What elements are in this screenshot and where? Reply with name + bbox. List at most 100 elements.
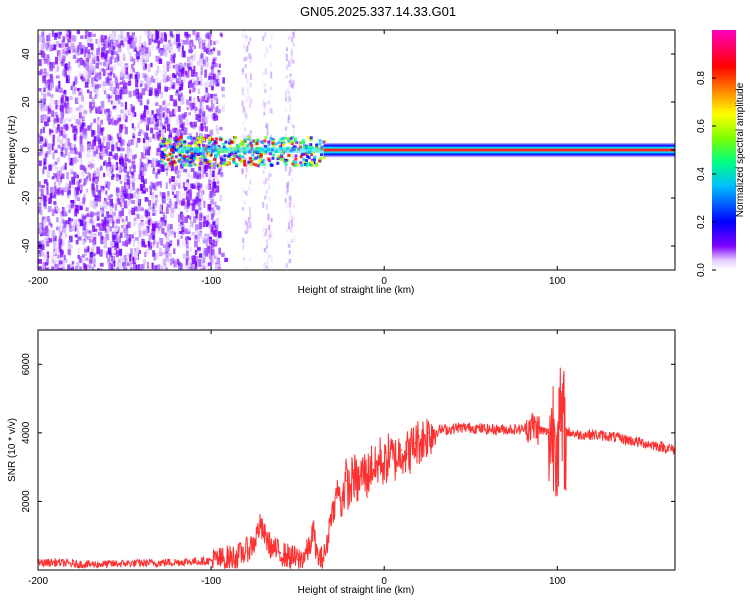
heat-cell <box>95 140 98 145</box>
heat-cell <box>247 135 251 139</box>
heat-cell <box>146 77 150 85</box>
heat-cell <box>198 138 202 142</box>
heat-cell <box>64 43 69 48</box>
heat-cell <box>85 207 89 212</box>
heat-cell <box>75 107 78 112</box>
heat-cell <box>210 93 213 99</box>
heat-cell <box>100 156 103 160</box>
heat-cell <box>73 125 78 133</box>
heat-cell <box>141 165 145 171</box>
heat-cell <box>125 224 129 231</box>
heat-cell <box>205 56 209 64</box>
heat-cell <box>208 38 211 44</box>
heat-cell <box>194 50 197 58</box>
heat-cell <box>205 61 209 66</box>
heat-cell <box>266 151 269 156</box>
heat-cell <box>98 139 101 144</box>
heat-cell <box>158 112 162 120</box>
heat-cell <box>112 241 115 246</box>
heat-cell <box>192 97 196 103</box>
heat-cell <box>92 102 95 109</box>
heat-cell <box>151 44 155 51</box>
heat-cell <box>107 40 112 48</box>
heat-cell <box>174 261 177 265</box>
heat-cell <box>109 211 114 216</box>
heat-cell <box>58 263 61 267</box>
heat-cell <box>172 147 176 151</box>
heat-cell <box>41 252 45 257</box>
heat-cell <box>284 133 287 139</box>
heat-cell <box>40 129 43 134</box>
heat-cell <box>126 178 130 186</box>
heat-cell <box>153 114 156 118</box>
heat-cell <box>287 153 291 157</box>
heat-cell <box>269 44 272 49</box>
heat-cell <box>209 79 214 87</box>
heat-cell <box>188 112 192 116</box>
heat-cell <box>126 44 130 51</box>
heat-cell <box>93 233 97 237</box>
heat-cell <box>208 245 212 254</box>
heat-cell <box>156 229 161 234</box>
heat-cell <box>93 76 98 81</box>
heat-cell <box>106 57 110 65</box>
heat-cell <box>113 64 117 70</box>
heat-cell <box>79 73 84 78</box>
heat-cell <box>177 72 180 76</box>
heat-cell <box>196 76 200 81</box>
heat-cell <box>262 163 266 167</box>
heat-cell <box>59 138 63 144</box>
heat-cell <box>51 143 54 151</box>
heat-cell <box>249 221 252 229</box>
heat-cell <box>39 223 42 232</box>
heat-cell <box>196 136 200 140</box>
heat-cell <box>290 140 294 144</box>
heat-cell <box>214 175 217 179</box>
heat-cell <box>142 58 145 64</box>
snr-point <box>542 430 545 432</box>
heat-cell <box>249 55 252 59</box>
heat-cell <box>285 190 288 195</box>
heat-cell <box>84 225 88 234</box>
heat-cell <box>62 48 67 55</box>
heat-cell <box>160 150 164 154</box>
heat-cell <box>119 158 124 166</box>
heat-cell <box>206 154 210 158</box>
heat-cell <box>40 98 44 104</box>
heat-cell <box>65 117 69 122</box>
heat-cell <box>144 118 148 123</box>
heat-cell <box>205 126 209 132</box>
heat-cell <box>132 112 137 117</box>
heat-cell <box>42 169 45 175</box>
heat-cell <box>168 153 172 161</box>
heat-cell <box>168 158 172 162</box>
heat-cell <box>58 260 63 265</box>
snr-point <box>236 555 238 558</box>
heat-cell <box>204 233 207 237</box>
heat-cell <box>108 151 113 157</box>
heat-cell <box>213 81 217 85</box>
heat-cell <box>92 237 97 245</box>
heat-cell <box>215 106 219 113</box>
heat-cell <box>159 136 163 140</box>
heat-cell <box>39 195 44 202</box>
heat-cell <box>212 158 216 162</box>
heat-cell <box>152 212 156 216</box>
heat-cell <box>196 182 201 188</box>
heat-cell <box>235 163 239 167</box>
heat-cell <box>147 216 152 220</box>
heat-cell <box>168 145 172 149</box>
heat-cell <box>159 191 163 197</box>
heat-cell <box>172 73 175 77</box>
heat-cell <box>207 185 211 190</box>
heat-cell <box>133 263 136 270</box>
heat-cell <box>191 136 196 145</box>
heat-cell <box>262 226 265 232</box>
heat-cell <box>119 197 123 202</box>
heat-cell <box>265 189 268 195</box>
heat-cell <box>290 79 293 84</box>
heat-cell <box>156 33 159 41</box>
heat-cell <box>241 142 245 146</box>
heat-cell <box>207 95 210 103</box>
heat-cell <box>46 35 51 42</box>
